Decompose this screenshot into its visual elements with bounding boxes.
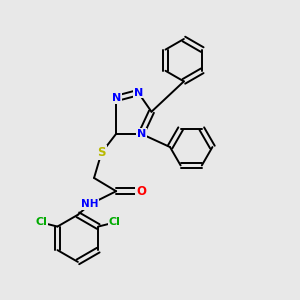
- Text: N: N: [112, 94, 121, 103]
- Text: N: N: [136, 129, 146, 139]
- Text: NH: NH: [81, 200, 98, 209]
- Text: O: O: [136, 185, 146, 198]
- Text: Cl: Cl: [35, 217, 47, 227]
- Text: N: N: [134, 88, 143, 98]
- Text: Cl: Cl: [109, 217, 120, 227]
- Text: S: S: [97, 146, 106, 159]
